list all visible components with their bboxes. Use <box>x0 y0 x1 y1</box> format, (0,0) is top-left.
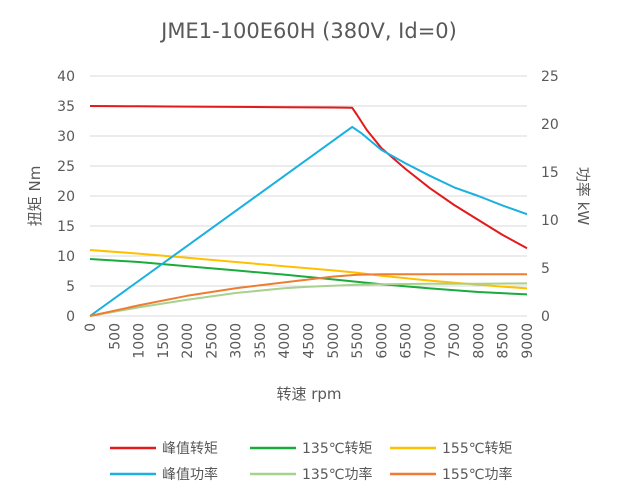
series-line-4 <box>89 282 528 317</box>
series-line-1 <box>89 258 528 296</box>
x-tick-label: 500 <box>107 323 123 350</box>
series-lines <box>89 105 528 317</box>
series-line-3 <box>89 125 528 317</box>
y-right-tick-label: 10 <box>541 213 559 229</box>
y-right-axis-label: 功率 kW <box>574 167 592 225</box>
x-axis-label: 转速 rpm <box>276 385 341 403</box>
legend-item: 135℃功率 <box>250 466 372 483</box>
y-left-axis-label: 扭矩 Nm <box>26 166 44 227</box>
legend-label: 135℃功率 <box>302 466 372 483</box>
x-tick-label: 2500 <box>204 323 220 359</box>
y-left-tick-label: 35 <box>57 99 75 115</box>
y-right-axis-ticks: 0 5 10 15 20 25 <box>541 69 559 325</box>
x-tick-label: 3500 <box>253 323 269 359</box>
legend-label: 155℃转矩 <box>442 441 512 457</box>
x-tick-label: 9000 <box>520 323 536 359</box>
x-tick-label: 7000 <box>423 323 439 359</box>
x-tick-label: 3000 <box>229 323 245 359</box>
x-tick-label: 2000 <box>180 323 196 359</box>
y-left-tick-label: 30 <box>57 129 75 145</box>
y-right-tick-label: 20 <box>541 117 559 133</box>
legend-item: 峰值功率 <box>110 466 218 483</box>
x-tick-label: 1500 <box>156 323 172 359</box>
legend-item: 135℃转矩 <box>250 441 372 457</box>
x-tick-label: 8000 <box>471 323 487 359</box>
y-left-tick-label: 15 <box>57 219 75 235</box>
x-tick-label: 1000 <box>132 323 148 359</box>
y-left-tick-label: 20 <box>57 189 75 205</box>
y-left-axis-ticks: 0 5 10 15 20 25 30 35 40 <box>57 69 75 325</box>
series-line-5 <box>89 273 527 317</box>
y-right-tick-label: 15 <box>541 165 559 181</box>
y-right-tick-label: 0 <box>541 309 550 325</box>
legend-item: 155℃转矩 <box>390 441 512 457</box>
y-left-tick-label: 40 <box>57 69 75 85</box>
x-tick-label: 6000 <box>374 323 390 359</box>
x-tick-label: 5000 <box>326 323 342 359</box>
series-line-0 <box>89 105 528 250</box>
y-left-tick-label: 5 <box>66 279 75 295</box>
legend-label: 峰值功率 <box>162 466 218 483</box>
x-tick-label: 7500 <box>447 323 463 359</box>
legend-item: 155℃功率 <box>390 466 512 483</box>
legend-item: 峰值转矩 <box>110 441 218 457</box>
y-left-tick-label: 10 <box>57 249 75 265</box>
x-tick-label: 0 <box>83 323 99 332</box>
legend-label: 155℃功率 <box>442 466 512 483</box>
x-tick-label: 6500 <box>399 323 415 359</box>
x-tick-label: 4000 <box>277 323 293 359</box>
y-left-tick-label: 25 <box>57 159 75 175</box>
legend-label: 135℃转矩 <box>302 441 372 457</box>
y-left-tick-label: 0 <box>66 309 75 325</box>
x-tick-label: 5500 <box>350 323 366 359</box>
x-tick-label: 8500 <box>496 323 512 359</box>
x-axis-ticks: 0 500 1000 1500 2000 2500 3000 3500 4000 4500 5000… <box>83 323 536 359</box>
y-right-tick-label: 5 <box>541 261 550 277</box>
legend-label: 峰值转矩 <box>162 441 218 457</box>
chart-title: JME1-100E60H (380V, Id=0) <box>159 19 457 43</box>
x-tick-label: 4500 <box>302 323 318 359</box>
y-right-tick-label: 25 <box>541 69 559 85</box>
